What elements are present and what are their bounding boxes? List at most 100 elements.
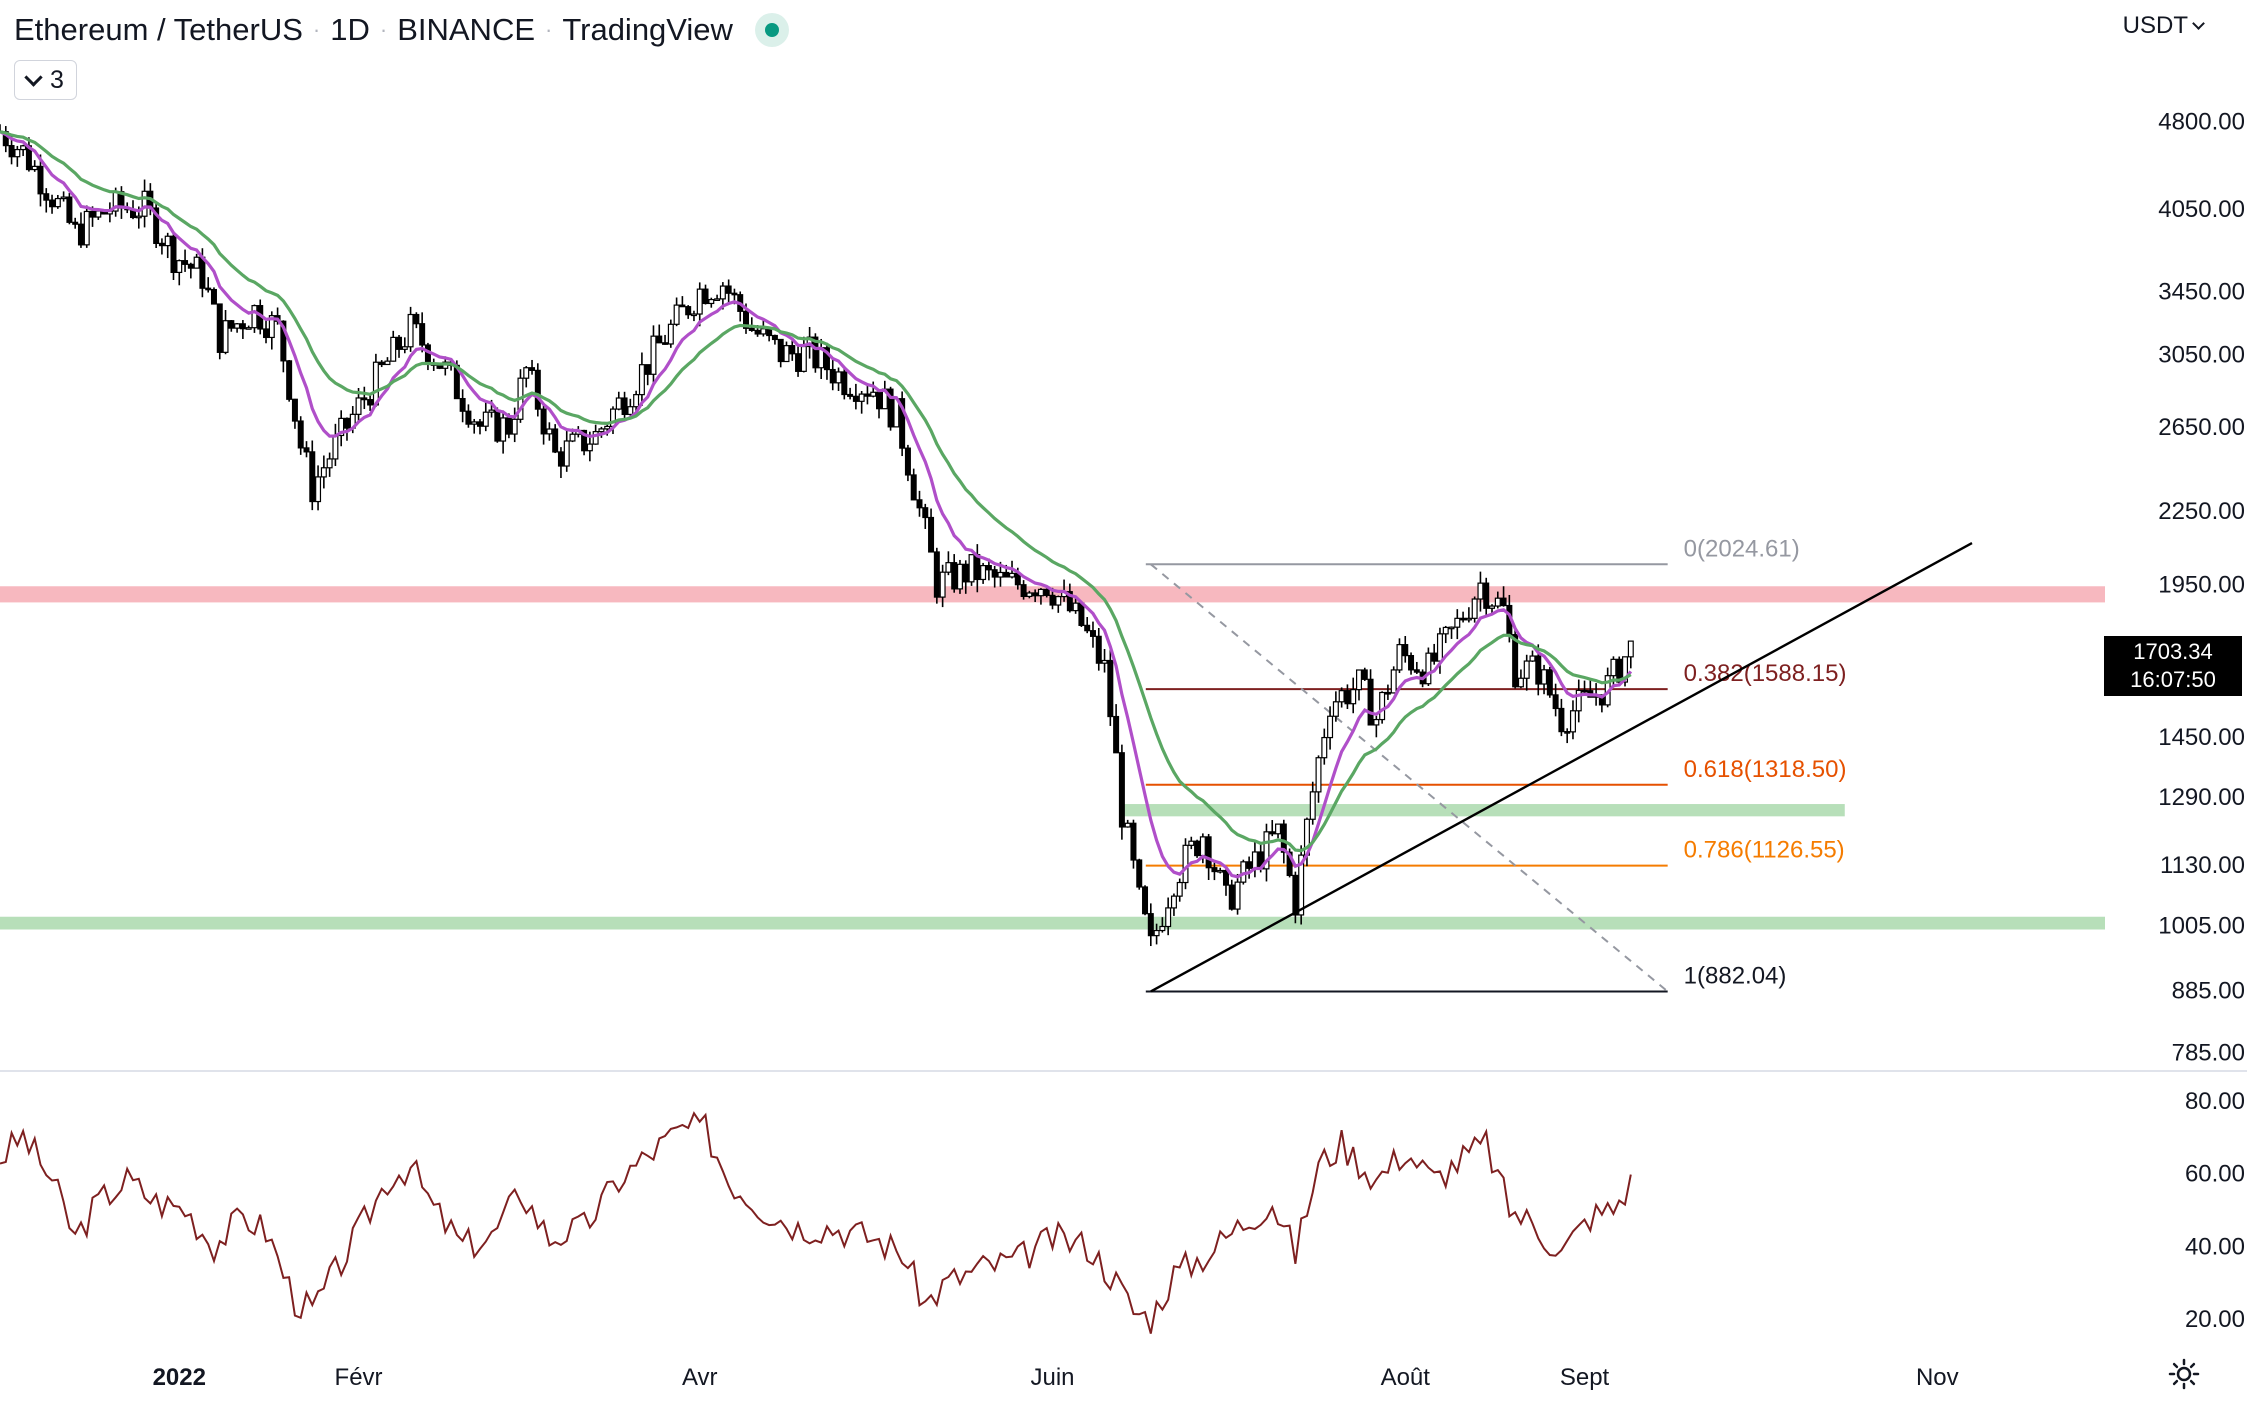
candle-body[interactable] (1130, 822, 1137, 861)
candle-body[interactable] (1616, 658, 1623, 683)
candle-body[interactable] (494, 409, 501, 442)
candle-body[interactable] (1228, 884, 1235, 910)
candle-body[interactable] (1095, 635, 1102, 664)
candle-body[interactable] (1182, 844, 1189, 884)
candle-body[interactable] (1379, 691, 1386, 721)
candle-body[interactable] (1373, 718, 1380, 726)
fib-trend-diagonal[interactable] (1150, 563, 1669, 993)
candle-body[interactable] (488, 409, 495, 413)
candle-body[interactable] (1361, 669, 1368, 680)
candle-body[interactable] (870, 391, 877, 397)
candle-body[interactable] (1292, 874, 1299, 916)
candle-body[interactable] (812, 336, 819, 369)
candle-body[interactable] (187, 263, 194, 269)
candle-body[interactable] (1159, 925, 1166, 932)
candle-body[interactable] (1043, 588, 1050, 596)
candle-body[interactable] (1176, 881, 1183, 897)
candle-body[interactable] (1454, 617, 1461, 628)
moving-average-line[interactable] (0, 130, 1632, 853)
candle-body[interactable] (297, 420, 304, 449)
candle-body[interactable] (1535, 655, 1542, 685)
candle-body[interactable] (95, 210, 102, 218)
candle-body[interactable] (413, 313, 420, 325)
candle-body[interactable] (1523, 660, 1530, 679)
candle-body[interactable] (511, 418, 518, 435)
candle-body[interactable] (771, 334, 778, 341)
candle-body[interactable] (1118, 752, 1125, 828)
candle-body[interactable] (251, 305, 258, 329)
candle-body[interactable] (1436, 633, 1443, 662)
candle-body[interactable] (644, 364, 651, 375)
candle-body[interactable] (980, 565, 987, 581)
candle-body[interactable] (546, 428, 553, 435)
candle-body[interactable] (985, 565, 992, 571)
candle-body[interactable] (135, 215, 142, 219)
candle-body[interactable] (662, 342, 669, 345)
candle-body[interactable] (1442, 626, 1449, 635)
candle-body[interactable] (1136, 859, 1143, 888)
candle-body[interactable] (407, 313, 414, 348)
candle-body[interactable] (904, 447, 911, 476)
candle-body[interactable] (54, 197, 61, 208)
candle-body[interactable] (1211, 867, 1218, 873)
candle-body[interactable] (1222, 869, 1229, 886)
candle-body[interactable] (1431, 652, 1438, 662)
candle-body[interactable] (1009, 572, 1016, 578)
candle-body[interactable] (1598, 694, 1605, 706)
candle-body[interactable] (615, 397, 622, 410)
candle-body[interactable] (1546, 669, 1553, 696)
candle-body[interactable] (1026, 592, 1033, 598)
candle-body[interactable] (696, 288, 703, 315)
candle-body[interactable] (89, 210, 96, 218)
candle-body[interactable] (1286, 851, 1293, 877)
candle-body[interactable] (1355, 669, 1362, 691)
candle-body[interactable] (263, 328, 270, 339)
candle-body[interactable] (1078, 602, 1085, 626)
candle-body[interactable] (1072, 602, 1079, 612)
candle-body[interactable] (1500, 597, 1507, 607)
candle-body[interactable] (424, 344, 431, 365)
candle-body[interactable] (343, 417, 350, 429)
candle-body[interactable] (72, 221, 79, 225)
candle-body[interactable] (1575, 689, 1582, 712)
candle-body[interactable] (1321, 736, 1328, 759)
candle-body[interactable] (222, 320, 229, 353)
candle-body[interactable] (1055, 595, 1062, 606)
candle-body[interactable] (1483, 582, 1490, 609)
candle-body[interactable] (598, 428, 605, 433)
candle-body[interactable] (291, 398, 298, 422)
candle-body[interactable] (1477, 582, 1484, 600)
candle-body[interactable] (1332, 701, 1339, 717)
candle-body[interactable] (1327, 715, 1334, 739)
candle-body[interactable] (280, 320, 287, 362)
candle-body[interactable] (1309, 791, 1316, 820)
candle-body[interactable] (968, 554, 975, 583)
candle-body[interactable] (1020, 584, 1027, 598)
candle-body[interactable] (1205, 836, 1212, 869)
candle-body[interactable] (638, 364, 645, 396)
candle-body[interactable] (540, 408, 547, 435)
candle-body[interactable] (419, 323, 426, 346)
candle-body[interactable] (20, 145, 27, 151)
candle-body[interactable] (1558, 707, 1565, 733)
candle-body[interactable] (1408, 655, 1415, 671)
currency-selector[interactable]: USDT (2123, 12, 2205, 40)
candle-body[interactable] (1494, 597, 1501, 607)
candle-body[interactable] (858, 393, 865, 402)
candle-body[interactable] (1512, 634, 1519, 688)
candle-body[interactable] (933, 551, 940, 598)
candle-body[interactable] (835, 371, 842, 384)
candle-body[interactable] (303, 447, 310, 453)
candle-body[interactable] (1280, 823, 1287, 853)
candle-body[interactable] (500, 417, 507, 442)
candle-body[interactable] (315, 476, 322, 503)
candle-body[interactable] (1234, 881, 1241, 910)
candle-body[interactable] (708, 298, 715, 305)
candle-body[interactable] (355, 397, 362, 415)
market-status-icon[interactable] (754, 13, 789, 47)
candle-body[interactable] (153, 207, 160, 244)
candle-body[interactable] (1564, 731, 1571, 734)
candle-body[interactable] (14, 148, 21, 158)
candle-body[interactable] (1084, 624, 1091, 632)
candle-body[interactable] (690, 313, 697, 317)
